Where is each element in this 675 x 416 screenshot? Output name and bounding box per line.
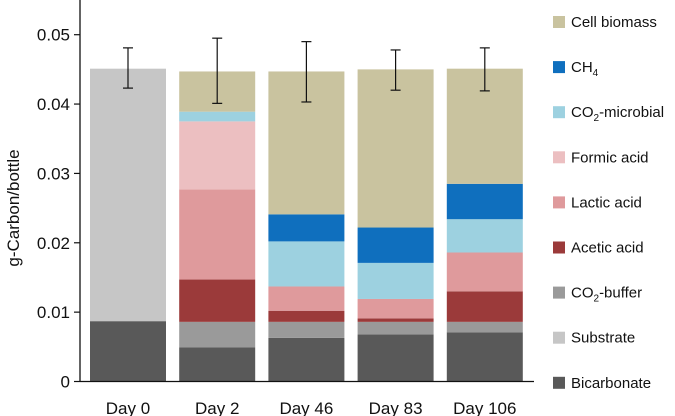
legend-item-co2-microbial: CO2-microbial [553, 104, 664, 124]
legend-swatch [553, 61, 565, 74]
y-tick-label: 0.05 [37, 26, 70, 45]
legend-item-bicarbonate: Bicarbonate [553, 375, 651, 392]
y-axis-title: g-Carbon/bottle [4, 149, 23, 266]
bar-day-2-bicarbonate [179, 347, 256, 382]
x-tick-label-day-2: Day 2 [195, 399, 239, 416]
legend-label: Substrate [571, 330, 635, 347]
y-tick-label: 0.02 [37, 234, 70, 253]
bar-day-83-cell-biomass [357, 69, 434, 228]
legend-item-formic-acid: Formic acid [553, 149, 649, 166]
legend-label: CO2-microbial [571, 104, 664, 124]
x-tick-label-day-46: Day 46 [279, 399, 333, 416]
bar-day-2-co2-buffer [179, 321, 256, 348]
legend-item-acetic-acid: Acetic acid [553, 240, 644, 257]
error-bars-layer [123, 37, 490, 104]
axes-layer: Day 0 Day 2 Day 46 Day 83 Day 106 0 0.01 0.02 0.… [4, 0, 534, 416]
legend-label: Acetic acid [571, 240, 644, 257]
bar-day-83-co2-microbial [357, 262, 434, 299]
y-tick-label: 0.04 [37, 95, 70, 114]
bar-day-83-lactic-acid [357, 298, 434, 319]
bar-day-83-co2-buffer [357, 321, 434, 335]
bar-day-106-co2-buffer [446, 321, 523, 333]
legend-label: CH4 [571, 59, 599, 79]
legend-swatch [553, 331, 565, 344]
error-bar-day-83 [390, 49, 401, 91]
bar-day-46-ch4 [268, 214, 345, 242]
legend-swatch [553, 106, 565, 119]
bar-day-46-acetic-acid [268, 310, 345, 322]
bar-day-83-bicarbonate [357, 334, 434, 382]
y-tick-label: 0 [61, 373, 70, 392]
legend-swatch [553, 16, 565, 28]
legend-item-cell-biomass: Cell biomass [553, 14, 657, 31]
y-tick-label: 0.01 [37, 303, 70, 322]
bar-day-2-acetic-acid [179, 279, 256, 322]
x-tick-label-day-0: Day 0 [106, 399, 150, 416]
legend-label: Formic acid [571, 149, 649, 166]
bar-day-83-acetic-acid [357, 318, 434, 322]
x-tick-label-day-106: Day 106 [453, 399, 516, 416]
bar-day-83-ch4 [357, 227, 434, 263]
legend-label: Lactic acid [571, 194, 642, 211]
bar-day-106-acetic-acid [446, 291, 523, 322]
bar-day-46-co2-buffer [268, 321, 345, 338]
error-bar-day-46 [301, 41, 312, 103]
bar-day-0-substrate [90, 68, 166, 322]
legend-label: Cell biomass [571, 14, 657, 31]
error-bar-day-2 [212, 37, 223, 104]
error-bar-day-0 [123, 47, 133, 89]
bar-day-46-bicarbonate [268, 337, 345, 382]
bar-day-46-lactic-acid [268, 286, 345, 311]
y-tick-label: 0.03 [37, 164, 70, 183]
legend-swatch [553, 196, 565, 209]
legend-swatch [553, 286, 565, 299]
bar-day-106-bicarbonate [446, 332, 523, 382]
legend-label: Bicarbonate [571, 375, 651, 392]
bar-day-46-co2-microbial [268, 241, 345, 287]
bar-day-2-formic-acid [179, 121, 256, 190]
bars-layer [90, 68, 523, 382]
x-tick-label-day-83: Day 83 [369, 399, 423, 416]
legend-swatch [553, 241, 565, 254]
bar-day-106-co2-microbial [446, 219, 523, 253]
legend: Cell biomass CH4 CO2-microbial Formic acid L… [553, 14, 664, 392]
legend-swatch [553, 376, 565, 389]
bar-day-0-bicarbonate [90, 321, 166, 382]
bar-day-2-co2-microbial [179, 111, 256, 122]
legend-item-lactic-acid: Lactic acid [553, 194, 642, 211]
legend-label: CO2-buffer [571, 285, 642, 305]
error-bar-day-106 [479, 47, 490, 92]
legend-item-ch4: CH4 [553, 59, 599, 79]
bar-day-2-lactic-acid [179, 189, 256, 280]
bar-day-106-lactic-acid [446, 252, 523, 292]
bar-day-106-ch4 [446, 183, 523, 220]
legend-swatch [553, 151, 565, 164]
legend-item-co2-buffer: CO2-buffer [553, 285, 642, 305]
legend-item-substrate: Substrate [553, 330, 635, 347]
